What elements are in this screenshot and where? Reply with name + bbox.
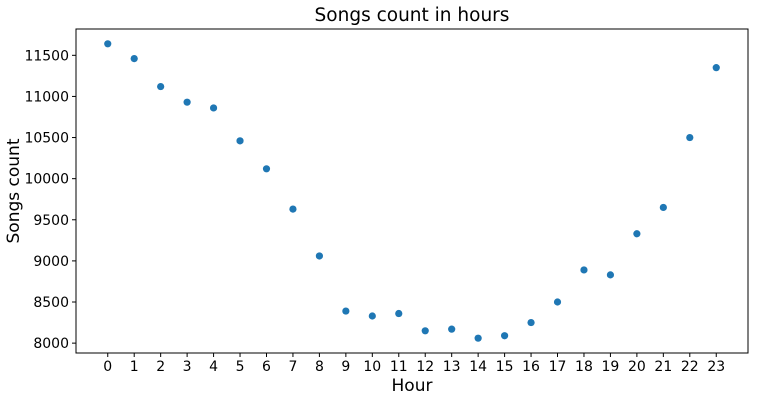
x-tick-label: 6: [262, 359, 271, 375]
y-tick-label: 11500: [24, 48, 69, 64]
data-point: [474, 334, 482, 342]
x-tick-label: 23: [707, 359, 725, 375]
y-tick-label: 10500: [24, 131, 69, 147]
data-point: [686, 133, 694, 142]
x-tick-label: 1: [130, 359, 139, 375]
y-tick-label: 11000: [24, 89, 69, 105]
data-point: [262, 165, 271, 173]
x-tick-label: 16: [522, 359, 540, 375]
plot-frame: [75, 28, 749, 354]
data-point: [500, 332, 509, 340]
x-tick-label: 11: [390, 359, 408, 375]
y-tick-label: 8500: [33, 295, 69, 311]
data-point: [395, 309, 403, 318]
y-tick-label: 9500: [33, 213, 69, 229]
data-point: [712, 64, 720, 72]
data-point: [104, 40, 112, 48]
x-tick-label: 10: [363, 359, 381, 375]
plot-area: 0 1 2 3 4 5 6 7 8 9 10 11 12 13 14 15 16 17 18 19 20 21 22 2380…: [24, 28, 749, 375]
x-axis-title: Hour: [392, 376, 433, 396]
data-point: [236, 137, 244, 145]
data-point: [130, 55, 138, 63]
x-tick-label: 15: [496, 359, 514, 375]
data-point: [580, 266, 588, 274]
y-axis-title: Songs count: [4, 138, 24, 243]
x-tick-label: 22: [681, 359, 699, 375]
x-tick-label: 4: [209, 359, 218, 375]
x-tick-label: 14: [469, 359, 487, 375]
x-tick-label: 13: [443, 359, 461, 375]
x-tick-label: 21: [654, 359, 672, 375]
data-point: [157, 82, 165, 91]
y-tick-label: 9000: [33, 254, 69, 270]
x-tick-label: 17: [549, 359, 567, 375]
chart-title: Songs count in hours: [315, 5, 510, 26]
y-tick-label: 10000: [24, 172, 69, 188]
data-point: [606, 271, 615, 279]
data-point: [633, 230, 641, 238]
data-point: [289, 205, 297, 213]
x-tick-label: 18: [575, 359, 593, 375]
data-point: [448, 325, 456, 333]
x-tick-label: 5: [236, 359, 245, 375]
data-point: [527, 318, 535, 327]
x-tick-label: 0: [103, 359, 112, 375]
data-point: [315, 252, 324, 260]
x-tick-label: 3: [183, 359, 192, 375]
data-point: [342, 307, 350, 315]
data-point: [421, 327, 429, 335]
x-tick-label: 12: [416, 359, 434, 375]
x-tick-label: 2: [156, 359, 165, 375]
data-point: [183, 98, 191, 106]
x-tick-label: 8: [315, 359, 324, 375]
data-point: [368, 312, 376, 320]
data-point: [659, 203, 667, 212]
data-point: [553, 298, 562, 306]
x-tick-label: 9: [341, 359, 350, 375]
x-tick-label: 7: [288, 359, 297, 375]
x-tick-label: 19: [602, 359, 620, 375]
data-point: [209, 104, 218, 112]
y-tick-label: 8000: [33, 336, 69, 352]
x-tick-label: 20: [628, 359, 646, 375]
